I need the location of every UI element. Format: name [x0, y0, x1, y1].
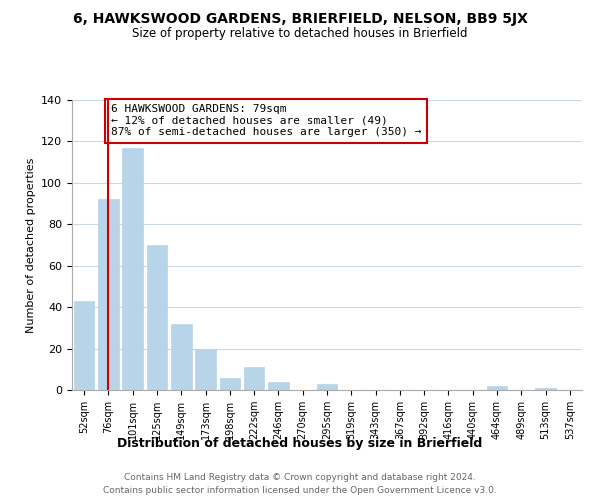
Bar [98, 200, 119, 390]
Bar [220, 378, 240, 390]
Bar [171, 324, 191, 390]
Bar [317, 384, 337, 390]
Bar [535, 388, 556, 390]
Bar [268, 382, 289, 390]
Bar [122, 148, 143, 390]
Text: Distribution of detached houses by size in Brierfield: Distribution of detached houses by size … [118, 438, 482, 450]
Text: Contains HM Land Registry data © Crown copyright and database right 2024.: Contains HM Land Registry data © Crown c… [124, 472, 476, 482]
Text: 6, HAWKSWOOD GARDENS, BRIERFIELD, NELSON, BB9 5JX: 6, HAWKSWOOD GARDENS, BRIERFIELD, NELSON… [73, 12, 527, 26]
Bar [244, 367, 265, 390]
Bar [195, 348, 216, 390]
Text: 6 HAWKSWOOD GARDENS: 79sqm
← 12% of detached houses are smaller (49)
87% of semi: 6 HAWKSWOOD GARDENS: 79sqm ← 12% of deta… [111, 104, 421, 138]
Bar [487, 386, 508, 390]
Text: Contains public sector information licensed under the Open Government Licence v3: Contains public sector information licen… [103, 486, 497, 495]
Bar [74, 301, 94, 390]
Y-axis label: Number of detached properties: Number of detached properties [26, 158, 35, 332]
Bar [146, 245, 167, 390]
Text: Size of property relative to detached houses in Brierfield: Size of property relative to detached ho… [132, 28, 468, 40]
